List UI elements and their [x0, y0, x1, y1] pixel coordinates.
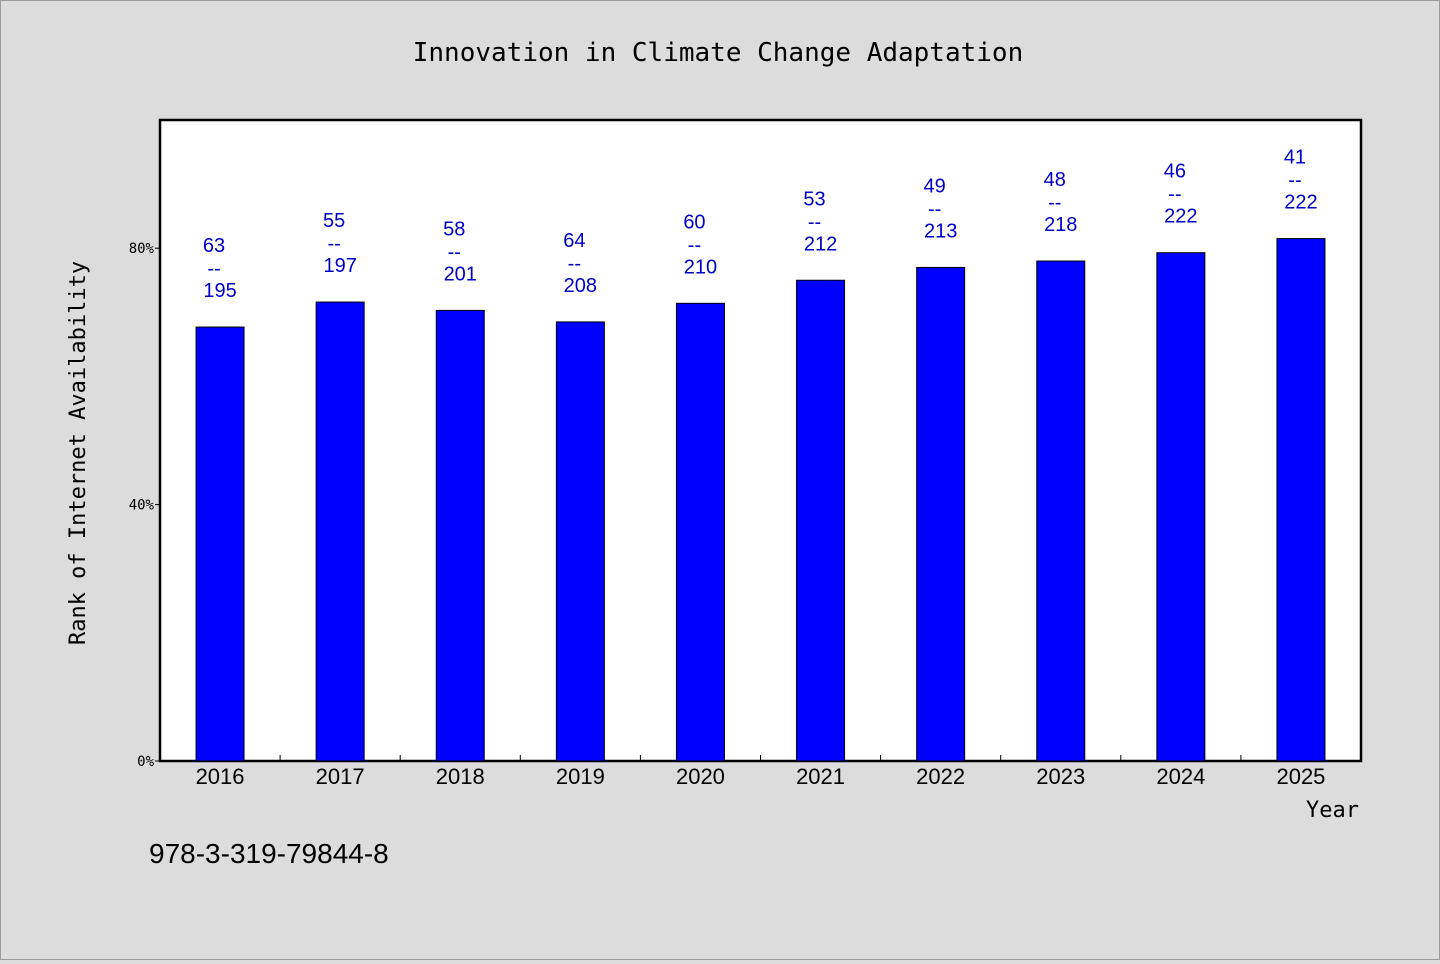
bars-group — [195, 238, 1326, 762]
data-label-total-2017: 197 — [323, 255, 356, 277]
bar-2016 — [195, 326, 245, 762]
data-label-total-2022: 213 — [924, 220, 957, 242]
y-tick-label-1: 40% — [129, 498, 155, 514]
x-tick-label-2019: 2019 — [556, 764, 605, 789]
data-label-rank-2023: 48 — [1044, 169, 1066, 191]
y-tick-label-0: 0% — [137, 754, 154, 770]
bar-2019 — [555, 321, 605, 762]
data-label-rank-2021: 53 — [803, 188, 825, 210]
bar-2017 — [315, 301, 365, 762]
x-tick-label-2025: 2025 — [1276, 764, 1325, 789]
x-tick-label-2016: 2016 — [196, 764, 245, 789]
data-label-rank-2017: 55 — [323, 210, 345, 232]
data-label-total-2019: 208 — [564, 275, 597, 297]
data-labels-group: 63--19555--19758--20164--20860--21053--2… — [203, 147, 1318, 302]
data-label-sep-2023: -- — [1048, 192, 1061, 214]
data-label-rank-2018: 58 — [443, 218, 465, 240]
x-tick-label-2023: 2023 — [1036, 764, 1085, 789]
data-label-total-2024: 222 — [1164, 206, 1197, 228]
bar-2021 — [796, 279, 846, 762]
data-label-sep-2017: -- — [327, 233, 340, 255]
bar-2023 — [1036, 260, 1086, 762]
bar-2024 — [1156, 252, 1206, 762]
bar-2022 — [916, 266, 966, 762]
data-label-sep-2019: -- — [568, 253, 581, 275]
data-label-sep-2024: -- — [1168, 184, 1181, 206]
data-label-rank-2025: 41 — [1284, 147, 1306, 169]
data-label-total-2023: 218 — [1044, 214, 1077, 236]
bar-2020 — [675, 302, 725, 762]
data-label-total-2025: 222 — [1284, 192, 1317, 214]
x-ticks-group: 2016 2017 2018 2019 2020 2021 2022 2023 2024 2025 — [196, 755, 1362, 789]
y-tick-label-2: 80% — [129, 241, 155, 257]
data-label-sep-2022: -- — [928, 198, 941, 220]
data-label-sep-2021: -- — [808, 211, 821, 233]
data-label-rank-2022: 49 — [924, 175, 946, 197]
data-label-sep-2020: -- — [688, 234, 701, 256]
data-label-total-2020: 210 — [684, 256, 717, 278]
bar-2018 — [435, 309, 485, 762]
data-label-sep-2018: -- — [448, 241, 461, 263]
bar-2025 — [1276, 238, 1326, 762]
x-tick-label-2020: 2020 — [676, 764, 725, 789]
isbn-text: 978-3-319-79844-8 — [149, 838, 389, 869]
x-tick-label-2024: 2024 — [1156, 764, 1205, 789]
x-axis-title: Year — [1306, 798, 1359, 823]
data-label-sep-2016: -- — [207, 258, 220, 280]
data-label-rank-2019: 64 — [563, 230, 585, 252]
y-ticks-group: 0% 40% 80% — [129, 241, 160, 770]
data-label-total-2021: 212 — [804, 233, 837, 255]
data-label-rank-2020: 60 — [683, 211, 705, 233]
x-tick-label-2017: 2017 — [316, 764, 365, 789]
x-tick-label-2018: 2018 — [436, 764, 485, 789]
data-label-rank-2024: 46 — [1164, 161, 1186, 183]
x-tick-label-2021: 2021 — [796, 764, 845, 789]
data-label-total-2018: 201 — [444, 263, 477, 285]
data-label-rank-2016: 63 — [203, 235, 225, 257]
data-label-sep-2025: -- — [1288, 170, 1301, 192]
chart-title: Innovation in Climate Change Adaptation — [413, 38, 1023, 68]
y-axis-title: Rank of Internet Availability — [66, 261, 91, 645]
x-tick-label-2022: 2022 — [916, 764, 965, 789]
data-label-total-2016: 195 — [203, 280, 236, 302]
